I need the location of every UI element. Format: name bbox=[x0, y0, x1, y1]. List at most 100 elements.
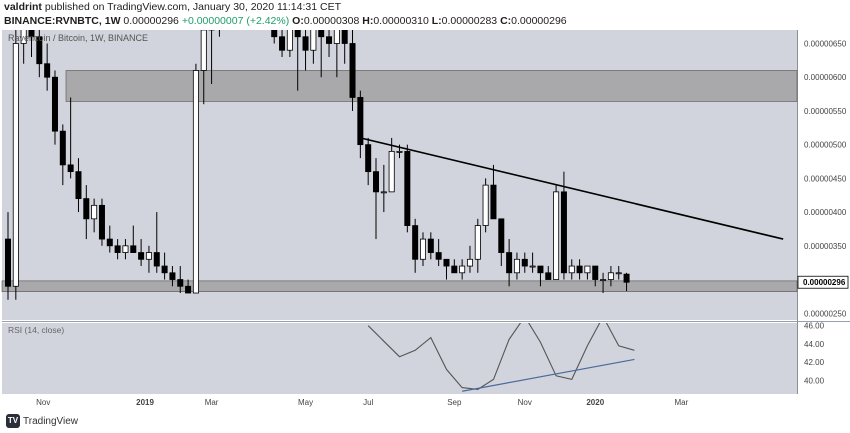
candle-down[interactable] bbox=[75, 171, 82, 200]
candle-up[interactable] bbox=[208, 17, 215, 31]
candle-up[interactable] bbox=[568, 265, 575, 274]
candle-up[interactable] bbox=[396, 150, 403, 153]
candle-down[interactable] bbox=[373, 171, 380, 193]
candle-down[interactable] bbox=[435, 252, 442, 260]
candle-up[interactable] bbox=[459, 265, 466, 274]
time-tick-label: May bbox=[298, 398, 313, 407]
candle-up[interactable] bbox=[474, 225, 481, 260]
high-label: H: bbox=[362, 15, 374, 27]
candle-down[interactable] bbox=[177, 279, 184, 287]
rsi-tick-label: 46.00 bbox=[804, 322, 825, 331]
close-value: 0.00000296 bbox=[511, 15, 567, 27]
time-tick-label: 2020 bbox=[586, 398, 604, 407]
candle-down[interactable] bbox=[326, 36, 333, 44]
candle-down[interactable] bbox=[451, 265, 458, 274]
high-value: 0.00000310 bbox=[373, 15, 429, 27]
candle-down[interactable] bbox=[256, 3, 261, 10]
author-name[interactable]: valdrint bbox=[4, 1, 42, 13]
brand-name: TradingView bbox=[23, 415, 79, 427]
candle-down[interactable] bbox=[114, 245, 121, 253]
candle-down[interactable] bbox=[357, 97, 364, 146]
candle-down[interactable] bbox=[498, 218, 505, 253]
candle-down[interactable] bbox=[341, 23, 348, 44]
candle-up[interactable] bbox=[217, 10, 222, 17]
candle-up[interactable] bbox=[91, 204, 98, 220]
candle-up[interactable] bbox=[553, 191, 560, 280]
time-tick-label: Mar bbox=[205, 398, 219, 407]
candle-up[interactable] bbox=[200, 30, 207, 71]
candle-down[interactable] bbox=[294, 23, 301, 38]
candle-down[interactable] bbox=[83, 198, 90, 220]
candle-up[interactable] bbox=[240, 3, 245, 10]
candle-down[interactable] bbox=[138, 252, 145, 260]
candle-down[interactable] bbox=[506, 252, 513, 274]
candle-up[interactable] bbox=[466, 258, 473, 267]
candle-down[interactable] bbox=[279, 36, 286, 51]
candle-down[interactable] bbox=[349, 43, 356, 98]
candle-up[interactable] bbox=[584, 265, 591, 274]
rsi-tick-label: 42.00 bbox=[804, 358, 825, 367]
tradingview-logo[interactable]: TV TradingView bbox=[6, 414, 78, 428]
candle-down[interactable] bbox=[545, 272, 552, 280]
candle-down[interactable] bbox=[560, 191, 567, 274]
candle-down[interactable] bbox=[318, 23, 325, 38]
candle-up[interactable] bbox=[192, 70, 199, 294]
candle-down[interactable] bbox=[106, 238, 113, 247]
candle-up[interactable] bbox=[333, 23, 340, 44]
candle-down[interactable] bbox=[36, 36, 43, 65]
candle-up[interactable] bbox=[12, 43, 19, 287]
candle-down[interactable] bbox=[427, 238, 434, 253]
candle-down[interactable] bbox=[623, 273, 630, 283]
candle-up[interactable] bbox=[513, 258, 520, 274]
candle-up[interactable] bbox=[20, 23, 27, 44]
candle-down[interactable] bbox=[490, 184, 497, 220]
candle-down[interactable] bbox=[161, 265, 168, 274]
candle-down[interactable] bbox=[67, 164, 74, 173]
candle-up[interactable] bbox=[388, 150, 395, 193]
symbol-label: BINANCE:RVNBTC, 1W bbox=[4, 15, 121, 27]
candle-up[interactable] bbox=[264, 3, 269, 10]
candle-down[interactable] bbox=[521, 258, 528, 267]
candle-down[interactable] bbox=[412, 225, 419, 260]
candle-down[interactable] bbox=[98, 204, 105, 240]
candle-up[interactable] bbox=[225, 3, 230, 10]
candle-down[interactable] bbox=[28, 23, 35, 38]
candle-down[interactable] bbox=[404, 150, 411, 226]
candle-up[interactable] bbox=[615, 272, 622, 275]
candle-down[interactable] bbox=[232, 3, 237, 10]
candle-up[interactable] bbox=[145, 252, 152, 260]
open-label: O: bbox=[292, 15, 304, 27]
candle-down[interactable] bbox=[59, 130, 66, 166]
candle-down[interactable] bbox=[365, 144, 372, 173]
candle-up[interactable] bbox=[482, 184, 489, 226]
publish-info: valdrint published on TradingView.com, J… bbox=[4, 1, 341, 13]
open-value: 0.00000308 bbox=[303, 15, 360, 27]
candle-down[interactable] bbox=[153, 252, 160, 267]
candle-up[interactable] bbox=[286, 23, 293, 51]
candle-down[interactable] bbox=[592, 265, 599, 280]
candle-down[interactable] bbox=[576, 265, 583, 274]
candle-up[interactable] bbox=[248, 3, 253, 4]
candle-down[interactable] bbox=[302, 36, 309, 51]
candle-up[interactable] bbox=[380, 191, 387, 194]
candle-up[interactable] bbox=[310, 23, 317, 51]
candle-up[interactable] bbox=[607, 272, 614, 280]
rsi-tick-label: 44.00 bbox=[804, 340, 825, 349]
candle-down[interactable] bbox=[169, 272, 176, 280]
candle-up[interactable] bbox=[419, 238, 426, 260]
candle-down[interactable] bbox=[443, 258, 450, 267]
candle-down[interactable] bbox=[5, 238, 11, 287]
candle-down[interactable] bbox=[51, 76, 58, 132]
price-tick-label: 0.00000400 bbox=[804, 208, 847, 217]
candle-down[interactable] bbox=[185, 285, 192, 294]
candle-down[interactable] bbox=[271, 3, 278, 38]
candle-down[interactable] bbox=[44, 63, 51, 78]
candle-down[interactable] bbox=[130, 245, 137, 253]
candle-down[interactable] bbox=[537, 265, 544, 274]
candle-up[interactable] bbox=[122, 245, 129, 253]
candle-up[interactable] bbox=[529, 265, 536, 268]
price-tick-label: 0.00000650 bbox=[804, 39, 847, 48]
candle-up[interactable] bbox=[600, 279, 607, 281]
close-label: C: bbox=[500, 15, 512, 27]
